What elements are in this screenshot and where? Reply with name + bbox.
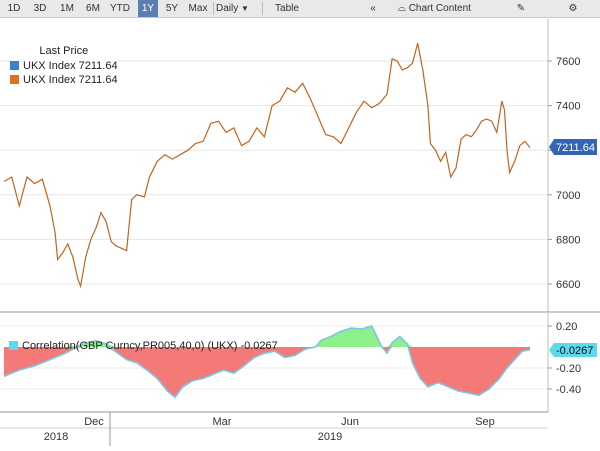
range-1y-button[interactable]: 1Y <box>138 0 158 17</box>
price-y-tick-label: 6600 <box>556 279 580 291</box>
correlation-y-tick-label: -0.20 <box>556 363 581 375</box>
x-year-label: 2018 <box>44 431 68 443</box>
range-5y-button[interactable]: 5Y <box>165 3 179 14</box>
legend-item[interactable]: UKX Index 7211.64 <box>10 73 118 87</box>
table-button[interactable]: Table <box>275 3 299 14</box>
correlation-panel: 0.20 -0.20 -0.40 -0.0267 <box>0 313 597 412</box>
price-series-line <box>3 43 531 289</box>
range-1m-button[interactable]: 1M <box>60 3 74 14</box>
x-tick-label: Dec <box>84 416 104 428</box>
chart-content-label: Chart Content <box>408 3 471 14</box>
price-y-tick-label: 6800 <box>556 234 580 246</box>
range-max-button[interactable]: Max <box>188 3 208 14</box>
frequency-dropdown[interactable]: Daily ▼ <box>216 0 258 17</box>
range-ytd-button[interactable]: YTD <box>110 3 130 14</box>
legend-item[interactable]: UKX Index 7211.64 <box>10 59 118 73</box>
x-year-label: 2019 <box>318 431 342 443</box>
last-price-tag-value: 7211.64 <box>556 142 595 154</box>
edit-icon[interactable]: ✎ <box>516 3 526 14</box>
correlation-legend-label: Correlation(GBP Curncy,PR005,40,0) (UKX)… <box>22 340 278 352</box>
correlation-y-tick-label: -0.40 <box>556 384 581 396</box>
range-3d-button[interactable]: 3D <box>33 3 47 14</box>
price-legend: Last Price UKX Index 7211.64 UKX Index 7… <box>10 45 118 87</box>
correlation-series-line <box>3 325 531 399</box>
x-tick-label: Mar <box>213 416 232 428</box>
price-y-axis: 660068007000720074007600 <box>548 56 580 291</box>
last-price-tag-shape <box>549 139 597 155</box>
price-y-tick-label: 7600 <box>556 56 580 68</box>
correlation-y-tick-label: 0.20 <box>556 321 577 333</box>
x-tick-label: Sep <box>475 416 495 428</box>
legend-swatch-blue <box>10 61 19 70</box>
chart-content-button[interactable]: ⌓ Chart Content <box>398 0 480 17</box>
correlation-last-tag: -0.0267 <box>549 343 597 357</box>
range-1d-button[interactable]: 1D <box>7 3 21 14</box>
price-y-tick-label: 7400 <box>556 101 580 113</box>
legend-item-label: UKX Index 7211.64 <box>23 60 118 72</box>
chart-icon: ⌓ <box>398 3 406 14</box>
collapse-icon[interactable]: « <box>370 3 376 14</box>
legend-swatch-cyan <box>9 341 18 350</box>
x-tick-label: Jun <box>341 416 359 428</box>
legend-swatch-orange <box>10 75 19 84</box>
price-y-tick-label: 7000 <box>556 190 580 202</box>
range-6m-button[interactable]: 6M <box>86 3 100 14</box>
toolbar-divider <box>262 2 263 15</box>
last-price-tag: 7211.64 <box>549 139 597 155</box>
x-axis: Dec Mar Jun Sep 2018 2019 <box>0 411 548 446</box>
correlation-positive-area <box>4 326 530 347</box>
correlation-tag-shape <box>549 343 597 357</box>
frequency-label: Daily <box>216 3 239 14</box>
dropdown-arrow-icon: ▼ <box>241 4 249 13</box>
chart-toolbar: 1D 3D 1M 6M YTD 1Y 5Y Max Daily ▼ Table … <box>0 0 600 18</box>
legend-title: Last Price <box>39 45 89 57</box>
correlation-negative-area <box>4 347 530 398</box>
toolbar-divider <box>213 2 214 15</box>
correlation-tag-value: -0.0267 <box>556 345 593 357</box>
correlation-legend[interactable]: Correlation(GBP Curncy,PR005,40,0) (UKX)… <box>9 340 278 352</box>
legend-item-label: UKX Index 7211.64 <box>23 74 118 86</box>
chart-area: 660068007000720074007600 7211.64 0.20-0.… <box>0 18 600 446</box>
settings-gear-icon[interactable]: ⚙ <box>568 3 578 14</box>
correlation-y-axis: 0.20 -0.20 -0.40 <box>548 321 581 396</box>
